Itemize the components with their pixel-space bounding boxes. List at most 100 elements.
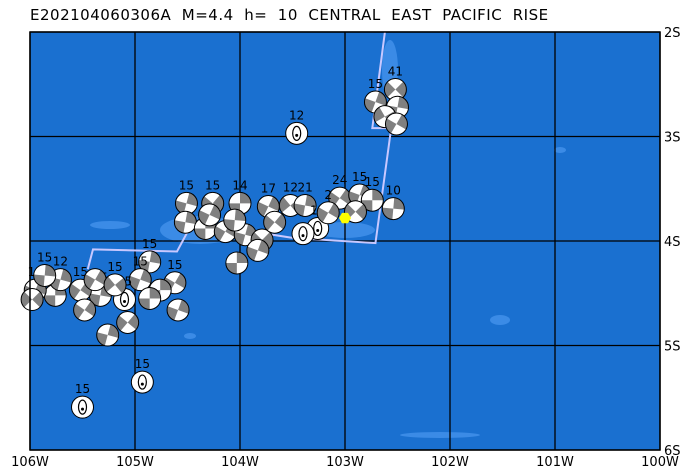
beachball-outline	[223, 208, 247, 232]
depth-label: 15	[365, 175, 380, 189]
depth-label: 24	[332, 173, 347, 187]
beachball-outline	[130, 370, 154, 394]
beachball-quadrants	[104, 276, 127, 294]
beachball-quadrants	[33, 264, 56, 287]
beachball-outline	[246, 238, 270, 262]
bathymetry-patch	[90, 221, 130, 229]
compressional-quadrant	[385, 118, 397, 134]
beachball-outline	[73, 298, 97, 322]
beachball-quadrants	[225, 251, 248, 274]
map-frame	[29, 31, 661, 451]
compressional-quadrant	[223, 219, 235, 232]
depth-label: 15	[352, 170, 367, 184]
compressional-quadrant	[236, 251, 248, 263]
focal-mechanism	[285, 121, 309, 145]
compressional-quadrant	[263, 215, 275, 231]
lat-tick-label: 3S	[664, 131, 681, 146]
compressional-quadrant	[138, 298, 150, 310]
beachball-quadrants	[257, 196, 280, 217]
epicenter-marker	[339, 212, 351, 224]
focal-mechanism	[128, 268, 152, 292]
compressional-quadrant	[225, 262, 237, 274]
beachball-quadrants	[138, 287, 161, 310]
depth-label: 17	[261, 182, 276, 196]
compressional-quadrant	[384, 81, 396, 98]
compressional-quadrant	[33, 274, 45, 287]
focal-mechanism	[103, 273, 127, 297]
beachball-quadrants	[116, 314, 139, 331]
beachball-axis-dot	[301, 234, 305, 238]
beachball-outline	[128, 268, 152, 292]
compressional-quadrant	[373, 107, 385, 123]
lon-tick-label: 100W	[641, 455, 679, 470]
focal-mechanism	[96, 323, 120, 347]
compressional-quadrant	[355, 203, 367, 220]
beachball-outline	[293, 193, 317, 217]
compressional-quadrant	[279, 197, 291, 213]
beachball-quadrants	[317, 203, 340, 223]
lat-tick-label: 2S	[664, 26, 681, 41]
focal-mechanism	[225, 251, 249, 275]
beachball-quadrants	[294, 194, 317, 217]
focal-mechanism	[166, 298, 190, 322]
beachball-axis-dot	[81, 407, 84, 411]
focal-mechanism	[116, 311, 140, 335]
depth-label: 10	[386, 184, 401, 198]
compressional-quadrant	[44, 295, 56, 307]
compressional-quadrant	[328, 203, 340, 219]
depth-label: 14	[232, 178, 247, 192]
bathymetry-patch	[400, 432, 480, 438]
beachball-quadrants	[361, 189, 384, 212]
compressional-quadrant	[305, 194, 317, 208]
lat-tick-label: 6S	[664, 444, 681, 459]
compressional-quadrant	[274, 213, 286, 230]
compressional-quadrant	[209, 204, 221, 220]
compressional-quadrant	[194, 228, 206, 240]
depth-label: 15	[205, 178, 220, 192]
compressional-quadrant	[160, 279, 172, 291]
compressional-quadrant	[104, 276, 116, 292]
beachball-outline	[225, 251, 249, 275]
focal-mechanism	[316, 201, 340, 225]
focal-mechanism	[130, 370, 154, 394]
compressional-quadrant	[212, 194, 224, 211]
beachball-nodal-ellipse	[313, 220, 323, 237]
compressional-quadrant	[174, 220, 186, 234]
lat-tick-label: 4S	[664, 235, 681, 250]
beachball-quadrants	[198, 204, 221, 225]
compressional-quadrant	[268, 196, 280, 212]
focal-mechanism	[33, 263, 57, 287]
beachball-outline	[103, 273, 127, 297]
compressional-quadrant	[32, 291, 44, 308]
beachball-outline	[20, 288, 44, 312]
focal-mechanism	[20, 288, 44, 312]
beachball-outline	[138, 250, 162, 274]
depth-label: 21	[297, 180, 312, 194]
beachball-nodal-ellipse	[292, 125, 302, 141]
depth-label: 2	[324, 188, 332, 202]
focal-mechanism	[138, 250, 162, 274]
beachball-quadrants	[382, 197, 405, 220]
compressional-quadrant	[382, 207, 394, 220]
depth-label: 15	[107, 260, 122, 274]
beachball-outline	[291, 222, 315, 246]
focal-mechanism	[83, 268, 107, 292]
beachball-outline	[138, 286, 162, 310]
depth-label: 15	[37, 250, 52, 264]
focal-mechanism	[383, 77, 407, 101]
focal-mechanism	[174, 191, 198, 215]
beachball-quadrants	[138, 251, 161, 273]
focal-mechanism	[293, 193, 317, 217]
depth-label: 15	[179, 178, 194, 192]
beachball-axis-dot	[316, 228, 320, 232]
beachball-quadrants	[21, 291, 44, 308]
compressional-quadrant	[185, 211, 197, 225]
compressional-quadrant	[84, 300, 96, 317]
beachball-axis-dot	[295, 133, 299, 137]
focal-mechanism	[223, 208, 247, 232]
beachball-outline	[316, 201, 340, 225]
compressional-quadrant	[395, 81, 407, 98]
compressional-quadrant	[361, 200, 373, 212]
bathymetry-patch	[184, 333, 196, 339]
compressional-quadrant	[84, 274, 96, 290]
